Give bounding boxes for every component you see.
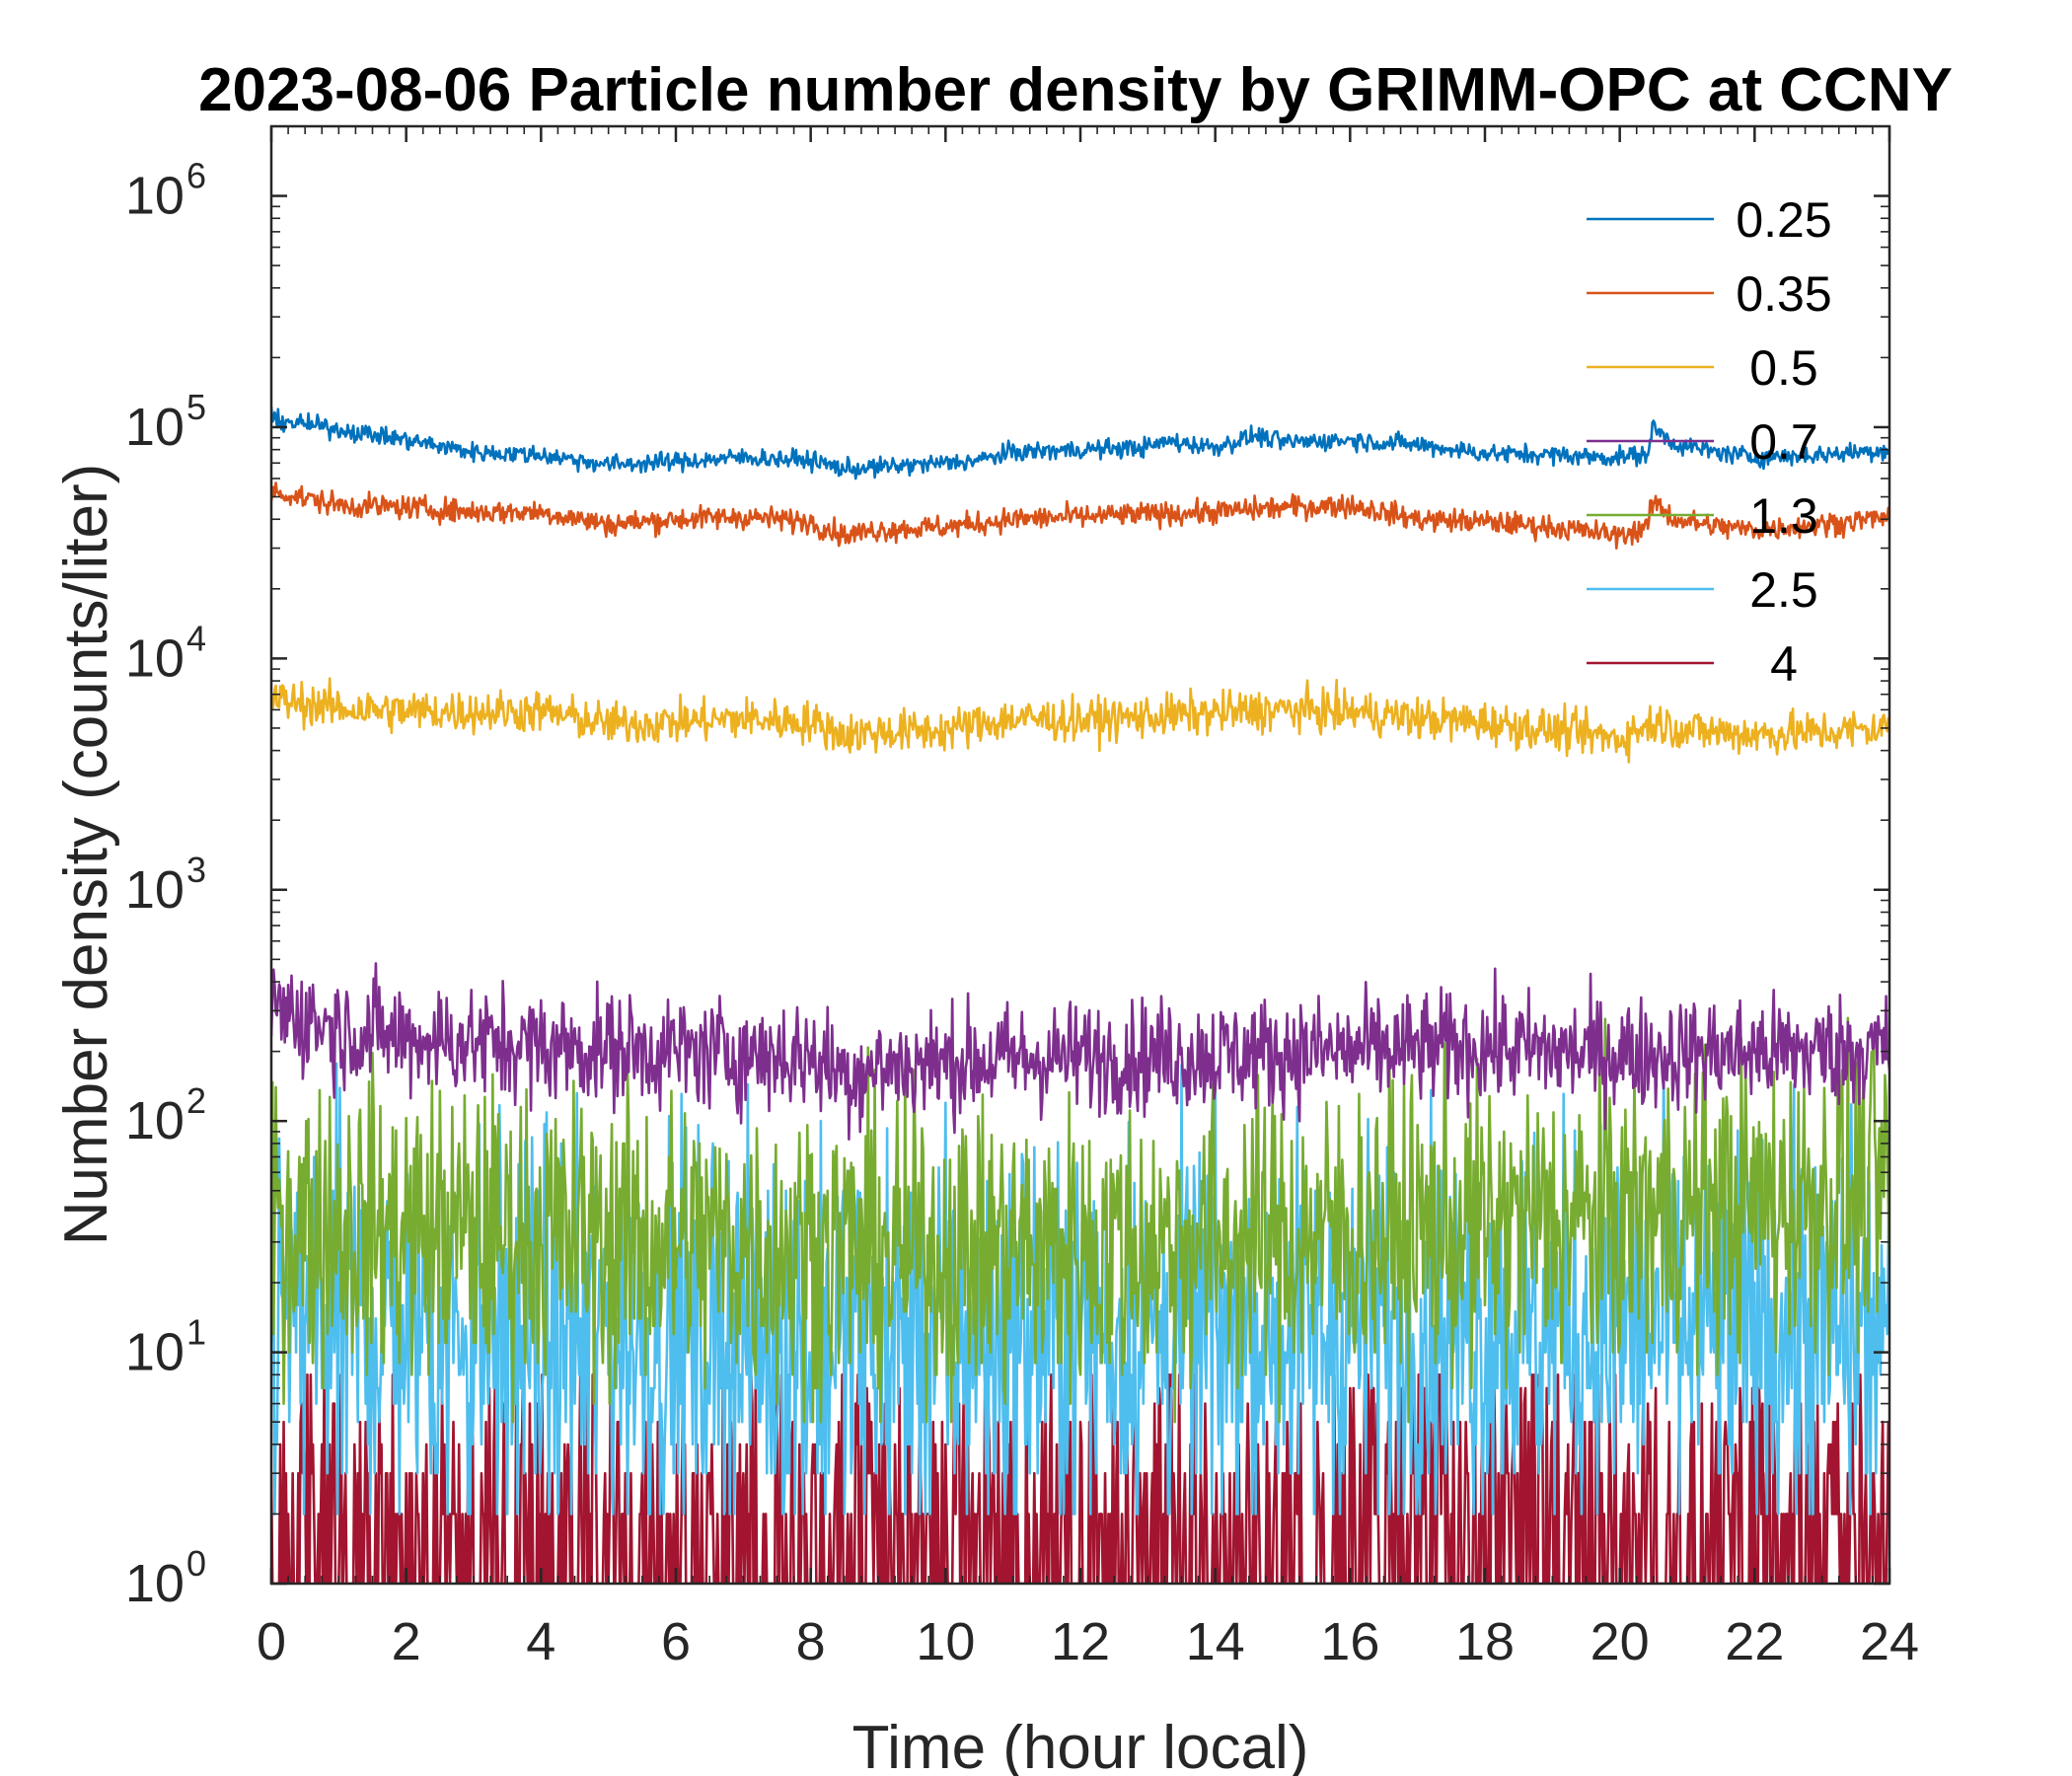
y-tick-label: 103 bbox=[125, 850, 206, 920]
x-tick-label: 2 bbox=[392, 1612, 421, 1671]
legend-label-0_35: 0.35 bbox=[1736, 266, 1831, 322]
x-tick-label: 10 bbox=[916, 1612, 975, 1671]
x-tick-label: 0 bbox=[257, 1612, 286, 1671]
x-axis-label: Time (hour local) bbox=[852, 1714, 1309, 1776]
legend-label-0_7: 0.7 bbox=[1749, 414, 1818, 470]
y-tick-label: 105 bbox=[125, 387, 206, 457]
x-tick-label: 24 bbox=[1860, 1612, 1919, 1671]
series-line-0_5 bbox=[271, 677, 1889, 764]
y-tick-label: 104 bbox=[125, 618, 206, 688]
series-line-0_35 bbox=[271, 481, 1889, 550]
x-tick-label: 20 bbox=[1591, 1612, 1650, 1671]
legend-label-4: 4 bbox=[1770, 636, 1798, 692]
series-line-4 bbox=[271, 1373, 1889, 1584]
series-line-1_3 bbox=[271, 1016, 1889, 1424]
x-tick-label: 12 bbox=[1051, 1612, 1110, 1671]
y-axis-label: Number density (counts/liter) bbox=[52, 464, 120, 1246]
x-tick-label: 14 bbox=[1186, 1612, 1245, 1671]
y-tick-label: 106 bbox=[125, 156, 206, 226]
legend-label-0_5: 0.5 bbox=[1749, 340, 1818, 396]
x-tick-label: 18 bbox=[1455, 1612, 1515, 1671]
data-series-group bbox=[271, 407, 1889, 1584]
chart-title: 2023-08-06 Particle number density by GR… bbox=[198, 56, 1953, 124]
x-tick-label: 16 bbox=[1320, 1612, 1379, 1671]
y-tick-label: 100 bbox=[125, 1543, 206, 1613]
legend-label-2_5: 2.5 bbox=[1749, 562, 1818, 618]
series-line-0_7 bbox=[271, 962, 1889, 1141]
x-tick-label: 6 bbox=[661, 1612, 691, 1671]
legend-label-1_3: 1.3 bbox=[1749, 488, 1818, 544]
y-tick-label: 102 bbox=[125, 1080, 206, 1150]
x-tick-label: 8 bbox=[796, 1612, 826, 1671]
series-line-0_25 bbox=[271, 407, 1889, 481]
legend-label-0_25: 0.25 bbox=[1736, 192, 1831, 248]
x-tick-label: 22 bbox=[1725, 1612, 1784, 1671]
y-tick-label: 101 bbox=[125, 1312, 206, 1382]
x-tick-label: 4 bbox=[526, 1612, 555, 1671]
legend: 0.25 0.35 0.5 0.7 1.3 2.5 4 bbox=[1587, 192, 1832, 692]
